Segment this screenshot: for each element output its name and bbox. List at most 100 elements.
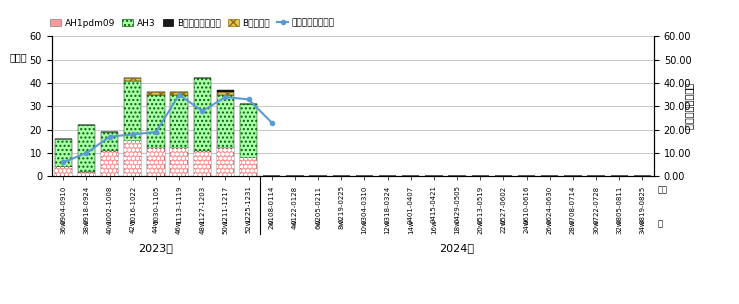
Text: 44w: 44w: [153, 219, 159, 233]
Text: 0108-0114: 0108-0114: [269, 185, 275, 224]
Text: 2024年: 2024年: [440, 243, 474, 253]
Bar: [78, 172, 95, 176]
Bar: [194, 151, 211, 176]
Text: 0429-0505: 0429-0505: [454, 185, 460, 223]
Text: 12w: 12w: [384, 219, 391, 233]
Text: 28w: 28w: [570, 219, 576, 233]
Text: 0513-0519: 0513-0519: [477, 185, 483, 224]
Text: 34w: 34w: [639, 219, 645, 233]
Text: 0318-0324: 0318-0324: [384, 185, 391, 224]
Text: 0708-0714: 0708-0714: [570, 185, 576, 224]
Y-axis label: 定点当たり報告数: 定点当たり報告数: [684, 83, 694, 130]
Bar: [147, 148, 165, 176]
Bar: [171, 92, 188, 95]
Text: 0624-0630: 0624-0630: [547, 185, 553, 224]
Text: 0527-0602: 0527-0602: [500, 185, 506, 223]
Text: 月日: 月日: [658, 185, 668, 195]
Legend: AH1pdm09, AH3, Bビクトリア系統, B山形系統, 定点当たり報告数: AH1pdm09, AH3, Bビクトリア系統, B山形系統, 定点当たり報告数: [50, 19, 335, 28]
Bar: [55, 167, 72, 176]
Text: 0401-0407: 0401-0407: [408, 185, 414, 224]
Bar: [124, 81, 141, 141]
Bar: [194, 78, 211, 151]
Bar: [217, 148, 234, 176]
Bar: [240, 104, 257, 158]
Bar: [101, 132, 118, 151]
Text: 14w: 14w: [408, 219, 414, 233]
Text: 0819-0825: 0819-0825: [639, 185, 645, 224]
Bar: [55, 139, 72, 167]
Text: 0722-0728: 0722-0728: [593, 185, 599, 223]
Bar: [194, 151, 211, 176]
Text: 6w: 6w: [315, 219, 321, 229]
Bar: [78, 125, 95, 172]
Bar: [101, 151, 118, 176]
Text: 1016-1022: 1016-1022: [130, 185, 136, 224]
Bar: [124, 78, 141, 81]
Text: 32w: 32w: [616, 219, 622, 233]
Bar: [240, 104, 257, 158]
Bar: [217, 148, 234, 176]
Bar: [217, 95, 234, 148]
Bar: [217, 92, 234, 95]
Text: 1030-1105: 1030-1105: [153, 185, 159, 224]
Bar: [78, 125, 95, 172]
Bar: [171, 148, 188, 176]
Bar: [124, 81, 141, 141]
Text: 2023年: 2023年: [138, 243, 174, 253]
Bar: [147, 95, 165, 148]
Bar: [124, 78, 141, 81]
Text: 0205-0211: 0205-0211: [315, 185, 321, 223]
Bar: [171, 95, 188, 148]
Text: 36w: 36w: [61, 219, 67, 234]
Text: 18w: 18w: [454, 219, 460, 234]
Text: 2w: 2w: [269, 219, 275, 229]
Bar: [171, 148, 188, 176]
Bar: [171, 95, 188, 148]
Bar: [147, 148, 165, 176]
Text: 1127-1203: 1127-1203: [200, 185, 205, 224]
Text: 0904-0910: 0904-0910: [61, 185, 67, 224]
Y-axis label: 検出数: 検出数: [10, 53, 27, 62]
Text: 20w: 20w: [477, 219, 483, 233]
Text: 0122-0128: 0122-0128: [292, 185, 298, 223]
Bar: [78, 172, 95, 176]
Bar: [217, 92, 234, 95]
Bar: [240, 158, 257, 176]
Text: 4w: 4w: [292, 219, 298, 229]
Bar: [240, 158, 257, 176]
Text: 0304-0310: 0304-0310: [361, 185, 367, 224]
Text: 16w: 16w: [431, 219, 437, 234]
Text: 1113-1119: 1113-1119: [176, 185, 182, 224]
Text: 52w: 52w: [245, 219, 252, 233]
Bar: [124, 141, 141, 176]
Text: 24w: 24w: [524, 219, 530, 233]
Bar: [147, 95, 165, 148]
Bar: [55, 167, 72, 176]
Text: 22w: 22w: [500, 219, 506, 233]
Bar: [124, 141, 141, 176]
Bar: [101, 151, 118, 176]
Text: 0415-0421: 0415-0421: [431, 185, 437, 223]
Bar: [55, 139, 72, 167]
Text: 0805-0811: 0805-0811: [616, 185, 622, 224]
Text: 0918-0924: 0918-0924: [84, 185, 89, 224]
Text: 26w: 26w: [547, 219, 553, 233]
Bar: [147, 92, 165, 95]
Bar: [217, 95, 234, 148]
Text: 40w: 40w: [106, 219, 112, 233]
Text: 48w: 48w: [200, 219, 205, 233]
Text: 38w: 38w: [84, 219, 89, 234]
Text: 1225-1231: 1225-1231: [245, 185, 252, 223]
Text: 週: 週: [658, 219, 663, 228]
Bar: [217, 90, 234, 92]
Bar: [171, 92, 188, 95]
Bar: [194, 78, 211, 151]
Text: 10w: 10w: [361, 219, 367, 234]
Text: 0610-0616: 0610-0616: [524, 185, 530, 224]
Text: 8w: 8w: [338, 219, 344, 229]
Text: 42w: 42w: [130, 219, 136, 233]
Text: 1002-1008: 1002-1008: [106, 185, 112, 224]
Text: 0219-0225: 0219-0225: [338, 185, 344, 223]
Text: 30w: 30w: [593, 219, 599, 234]
Text: 46w: 46w: [176, 219, 182, 233]
